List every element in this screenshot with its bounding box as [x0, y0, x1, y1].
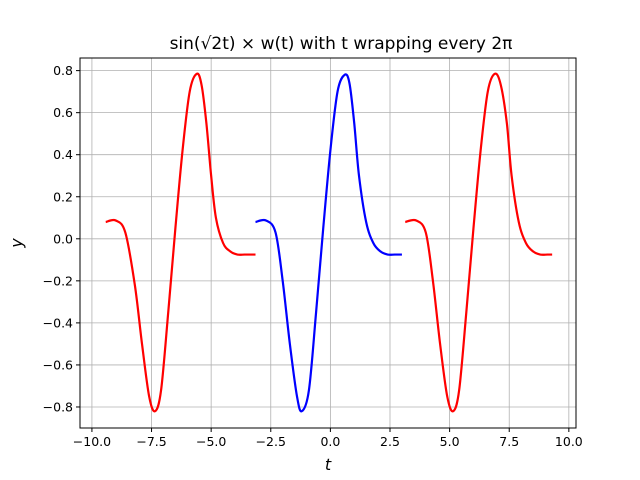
x-tick-label: −7.5 [136, 434, 166, 449]
x-tick-label: −2.5 [256, 434, 286, 449]
y-axis-label: y [7, 238, 26, 249]
y-tick-label: 0.8 [53, 63, 73, 78]
x-axis: −10.0 −7.5 −5.0 −2.5 0.0 2.5 5.0 7.5 10.0 [73, 428, 583, 449]
x-tick-label: 10.0 [555, 434, 583, 449]
x-tick-label: −5.0 [196, 434, 226, 449]
y-tick-label: −0.2 [43, 273, 73, 288]
y-tick-label: 0.6 [53, 105, 73, 120]
y-tick-label: 0.2 [53, 189, 73, 204]
series-line-2 [255, 73, 402, 413]
y-tick-label: 0.4 [53, 147, 73, 162]
chart-title: sin(√2t) × w(t) with t wrapping every 2π [170, 34, 513, 54]
x-axis-label: t [325, 455, 332, 474]
y-tick-label: −0.6 [43, 357, 73, 372]
plot-frame [79, 57, 577, 429]
series-line-1 [105, 72, 256, 413]
series-line-3 [405, 72, 553, 413]
series-layer [105, 72, 553, 413]
y-axis: −0.8 −0.6 −0.4 −0.2 0.0 0.2 0.4 0.6 0.8 [43, 63, 80, 414]
x-tick-label: 5.0 [440, 434, 460, 449]
x-tick-label: 2.5 [380, 434, 400, 449]
x-tick-label: 7.5 [499, 434, 519, 449]
y-tick-label: −0.4 [43, 315, 73, 330]
y-tick-label: −0.8 [43, 399, 73, 414]
x-tick-label: −10.0 [73, 434, 111, 449]
y-tick-label: 0.0 [53, 231, 73, 246]
grid [80, 58, 576, 428]
x-tick-label: 0.0 [320, 434, 340, 449]
